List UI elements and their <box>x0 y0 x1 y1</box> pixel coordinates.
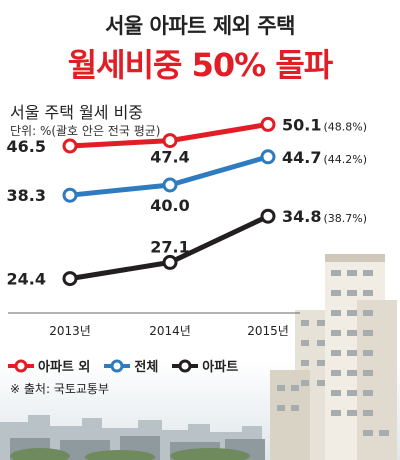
data-point <box>162 133 178 149</box>
national-average-label: (48.8%) <box>323 120 367 133</box>
data-point <box>260 149 276 165</box>
legend-label: 아파트 외 <box>38 360 91 375</box>
legend-marker-icon <box>172 359 199 372</box>
data-label: 40.0 <box>150 196 189 215</box>
legend-item: 아파트 외 <box>8 356 90 375</box>
chart-title: 서울 주택 월세 비중 <box>10 103 144 122</box>
apartment-tower-illustration <box>270 254 397 460</box>
national-average-label: (38.7%) <box>323 212 367 225</box>
x-tick-label: 2014년 <box>149 324 191 338</box>
data-label: 27.1 <box>150 237 189 256</box>
data-point <box>260 116 276 132</box>
data-label: 44.7 <box>282 148 321 167</box>
x-tick-label: 2015년 <box>247 324 289 338</box>
data-point <box>62 271 78 287</box>
x-tick-label: 2013년 <box>49 324 91 338</box>
chart-legend: 아파트 외 전체 아파트 <box>8 356 252 377</box>
legend-label: 아파트 <box>202 360 239 375</box>
data-label: 50.1 <box>282 115 321 134</box>
data-label: 47.4 <box>150 148 189 167</box>
unit-note: 단위: %(괄호 안은 전국 평균) <box>10 124 161 138</box>
legend-label: 전체 <box>134 360 159 375</box>
chart-headline: 월세비중 50% 돌파 <box>67 46 334 84</box>
legend-marker-icon <box>8 359 34 372</box>
legend-item: 아파트 <box>172 356 238 375</box>
national-average-label: (44.2%) <box>323 153 367 166</box>
data-label: 34.8 <box>282 207 321 226</box>
data-label: 24.4 <box>7 270 46 289</box>
chart-supertitle: 서울 아파트 제외 주택 <box>105 14 295 38</box>
data-label: 38.3 <box>7 186 46 205</box>
data-point <box>162 177 178 193</box>
legend-marker-icon <box>104 359 131 372</box>
legend-item: 전체 <box>104 356 158 375</box>
data-label: 46.5 <box>7 137 46 156</box>
data-point <box>62 187 78 203</box>
source-note: ※ 출처: 국토교통부 <box>10 382 110 396</box>
data-point <box>162 254 178 270</box>
data-point <box>62 138 78 154</box>
data-point <box>260 208 276 224</box>
